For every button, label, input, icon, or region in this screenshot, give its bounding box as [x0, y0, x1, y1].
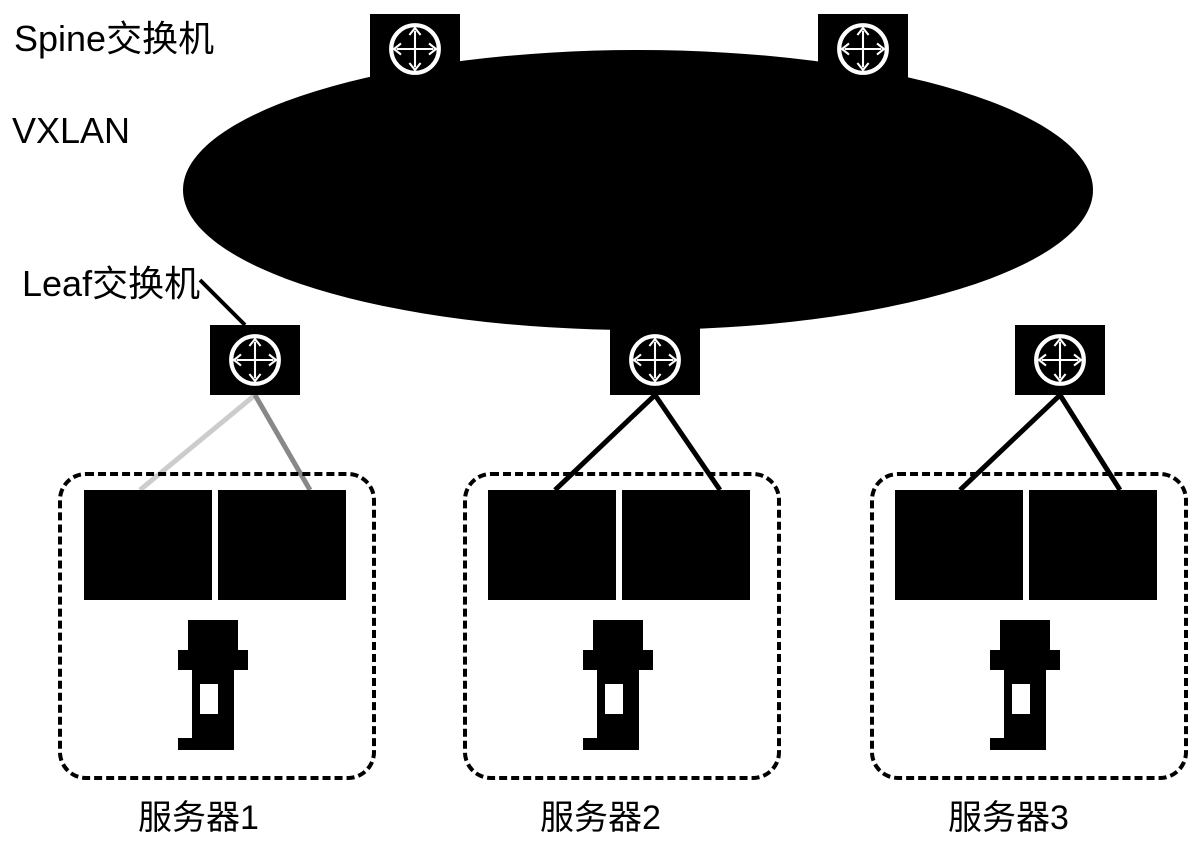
server-label-2: 服务器2	[540, 790, 661, 839]
server-device-3	[990, 620, 1060, 750]
vm-rect-2b	[622, 490, 750, 600]
leaf-switch-1	[210, 325, 300, 395]
leaf-label: Leaf交换机	[22, 255, 200, 307]
spine-switch-1	[370, 14, 460, 84]
leaf-switch-3	[1015, 325, 1105, 395]
server-device-2	[583, 620, 653, 750]
spine-switch-2	[818, 14, 908, 84]
vm-rect-1a	[84, 490, 212, 600]
leaf-switch-2	[610, 325, 700, 395]
server-device-1	[178, 620, 248, 750]
vm-rect-3a	[895, 490, 1023, 600]
vxlan-label: VXLAN	[12, 110, 130, 152]
server-label-1: 服务器1	[138, 790, 259, 839]
vm-rect-2a	[488, 490, 616, 600]
vm-rect-1b	[218, 490, 346, 600]
server-label-3: 服务器3	[948, 790, 1069, 839]
spine-label: Spine交换机	[14, 10, 214, 62]
diagram-canvas: Spine交换机 VXLAN Leaf交换机 服务器1 服务器2 服务器3	[0, 0, 1200, 848]
vm-rect-3b	[1029, 490, 1157, 600]
